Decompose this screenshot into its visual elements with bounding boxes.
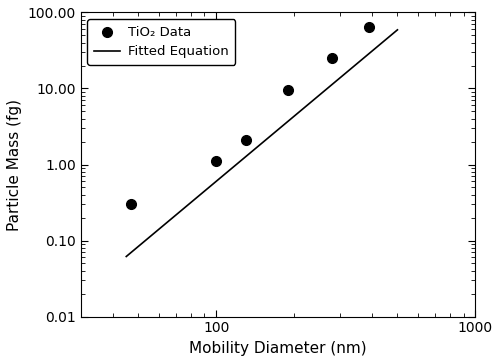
Point — [242, 137, 250, 143]
Point — [127, 201, 135, 207]
Point — [328, 55, 336, 61]
Point — [212, 159, 220, 164]
Legend: TiO₂ Data, Fitted Equation: TiO₂ Data, Fitted Equation — [87, 19, 236, 65]
Point — [284, 87, 292, 93]
X-axis label: Mobility Diameter (nm): Mobility Diameter (nm) — [189, 341, 367, 356]
Point — [366, 24, 374, 29]
Y-axis label: Particle Mass (fg): Particle Mass (fg) — [7, 98, 22, 231]
